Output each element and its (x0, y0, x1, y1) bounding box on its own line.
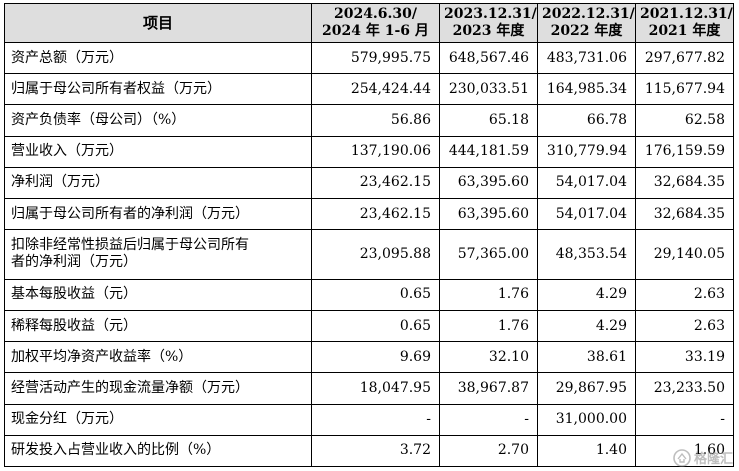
row-label: 现金分红（万元） (4, 403, 312, 436)
row-label-line: 者的净利润（万元） (11, 254, 137, 271)
cell-value: 4.29 (537, 309, 636, 343)
cell-value: 54,017.04 (537, 197, 636, 231)
cell-value: 3.72 (311, 434, 440, 468)
row-label: 研发投入占营业收入的比例（%） (4, 434, 312, 468)
cell-value: 38,967.87 (439, 372, 538, 405)
table-row: 稀释每股收益（元） 0.65 1.76 4.29 2.63 (4, 309, 734, 343)
cell-value: 4.29 (537, 278, 636, 311)
row-label: 加权平均净资产收益率（%） (4, 341, 312, 374)
header-line: 2021 年度 (648, 23, 721, 39)
row-label: 净利润（万元） (4, 166, 312, 199)
header-line: 2022.12.31/ (542, 6, 635, 22)
header-col-2024h1: 2024.6.30/ 2024 年 1-6 月 (311, 3, 440, 43)
row-label: 资产总额（万元） (4, 41, 312, 75)
cell-value: 2.70 (439, 434, 538, 468)
cell-value: 31,000.00 (537, 403, 636, 436)
row-label-line: 扣除非经常性损益后归属于母公司所有 (11, 237, 249, 254)
table-row: 现金分红（万元） - - 31,000.00 - (4, 403, 734, 436)
cell-value: 1.76 (439, 278, 538, 311)
table-row: 归属于母公司所有者权益（万元） 254,424.44 230,033.51 16… (4, 73, 734, 106)
row-label: 经营活动产生的现金流量净额（万元） (4, 372, 312, 405)
header-line: 2023 年度 (452, 23, 525, 39)
cell-value: 33.19 (635, 341, 734, 374)
cell-value: 1.76 (439, 309, 538, 343)
cell-value: 23,462.15 (311, 197, 440, 231)
cell-value: 230,033.51 (439, 73, 538, 106)
table-row: 资产负债率（母公司）（%） 56.86 65.18 66.78 62.58 (4, 104, 734, 137)
table-row: 扣除非经常性损益后归属于母公司所有 者的净利润（万元） 23,095.88 57… (4, 229, 734, 280)
cell-value: 66.78 (537, 104, 636, 137)
cell-value: 483,731.06 (537, 41, 636, 75)
cell-value: 38.61 (537, 341, 636, 374)
header-line: 2024 年 1-6 月 (322, 23, 429, 39)
table-row: 加权平均净资产收益率（%） 9.69 32.10 38.61 33.19 (4, 341, 734, 374)
cell-value: 23,095.88 (311, 229, 440, 280)
cell-value: 137,190.06 (311, 135, 440, 168)
cell-value: 65.18 (439, 104, 538, 137)
cell-value: 23,233.50 (635, 372, 734, 405)
cell-value: 56.86 (311, 104, 440, 137)
cell-value: 0.65 (311, 309, 440, 343)
table-row: 资产总额（万元） 579,995.75 648,567.46 483,731.0… (4, 41, 734, 75)
row-label: 基本每股收益（元） (4, 278, 312, 311)
row-label: 扣除非经常性损益后归属于母公司所有 者的净利润（万元） (4, 229, 312, 280)
cell-value: 1.40 (537, 434, 636, 468)
cell-value: 48,353.54 (537, 229, 636, 280)
cell-value: 2.63 (635, 278, 734, 311)
cell-value: 164,985.34 (537, 73, 636, 106)
table-row: 研发投入占营业收入的比例（%） 3.72 2.70 1.40 1.60 (4, 434, 734, 468)
cell-value: 32.10 (439, 341, 538, 374)
header-line: 2023.12.31/ (444, 6, 537, 22)
header-col-2023: 2023.12.31/ 2023 年度 (439, 3, 538, 43)
header-item: 项目 (4, 3, 312, 43)
cell-value: 63,395.60 (439, 166, 538, 199)
row-label: 资产负债率（母公司）（%） (4, 104, 312, 137)
header-line: 2022 年度 (550, 23, 623, 39)
row-label: 稀释每股收益（元） (4, 309, 312, 343)
cell-value: 579,995.75 (311, 41, 440, 75)
row-label: 归属于母公司所有者权益（万元） (4, 73, 312, 106)
header-col-2022: 2022.12.31/ 2022 年度 (537, 3, 636, 43)
table-row: 归属于母公司所有者的净利润（万元） 23,462.15 63,395.60 54… (4, 197, 734, 231)
cell-value: 1.60 (635, 434, 734, 468)
cell-value: - (311, 403, 440, 436)
cell-value: 176,159.59 (635, 135, 734, 168)
cell-value: 2.63 (635, 309, 734, 343)
row-label: 营业收入（万元） (4, 135, 312, 168)
cell-value: 0.65 (311, 278, 440, 311)
cell-value: 32,684.35 (635, 166, 734, 199)
cell-value: - (635, 403, 734, 436)
table-row: 净利润（万元） 23,462.15 63,395.60 54,017.04 32… (4, 166, 734, 199)
cell-value: 115,677.94 (635, 73, 734, 106)
cell-value: 63,395.60 (439, 197, 538, 231)
table-header-row: 项目 2024.6.30/ 2024 年 1-6 月 2023.12.31/ 2… (4, 3, 734, 43)
cell-value: 32,684.35 (635, 197, 734, 231)
table-row: 营业收入（万元） 137,190.06 444,181.59 310,779.9… (4, 135, 734, 168)
cell-value: 18,047.95 (311, 372, 440, 405)
financial-summary-table: 项目 2024.6.30/ 2024 年 1-6 月 2023.12.31/ 2… (4, 3, 734, 468)
header-line: 2021.12.31/ (640, 6, 733, 22)
cell-value: 297,677.82 (635, 41, 734, 75)
cell-value: 444,181.59 (439, 135, 538, 168)
header-col-2021: 2021.12.31/ 2021 年度 (635, 3, 734, 43)
cell-value: 57,365.00 (439, 229, 538, 280)
cell-value: 310,779.94 (537, 135, 636, 168)
cell-value: 29,867.95 (537, 372, 636, 405)
table-row: 基本每股收益（元） 0.65 1.76 4.29 2.63 (4, 278, 734, 311)
cell-value: - (439, 403, 538, 436)
cell-value: 62.58 (635, 104, 734, 137)
row-label: 归属于母公司所有者的净利润（万元） (4, 197, 312, 231)
table-row: 经营活动产生的现金流量净额（万元） 18,047.95 38,967.87 29… (4, 372, 734, 405)
cell-value: 29,140.05 (635, 229, 734, 280)
cell-value: 54,017.04 (537, 166, 636, 199)
cell-value: 9.69 (311, 341, 440, 374)
cell-value: 648,567.46 (439, 41, 538, 75)
cell-value: 254,424.44 (311, 73, 440, 106)
cell-value: 23,462.15 (311, 166, 440, 199)
header-line: 2024.6.30/ (333, 6, 418, 22)
